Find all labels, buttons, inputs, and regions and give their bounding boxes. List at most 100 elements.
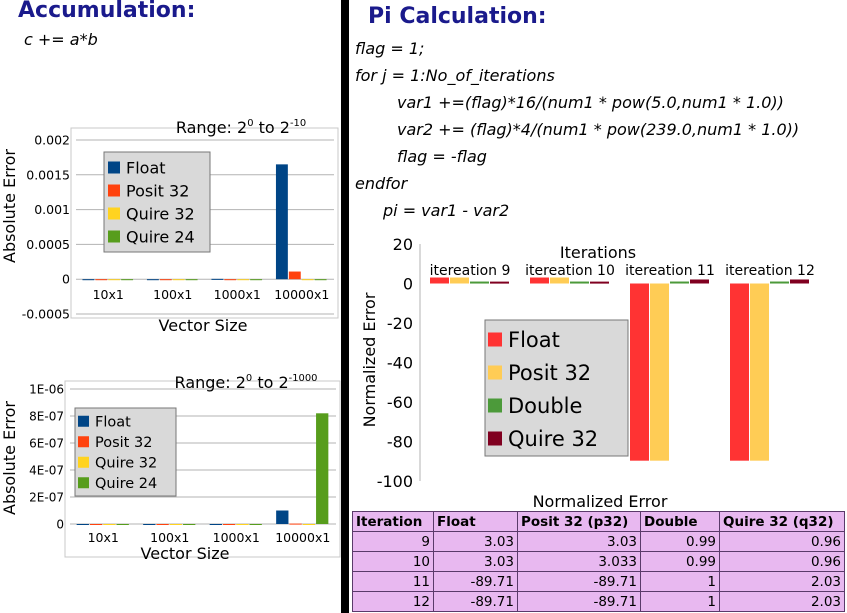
x-tick-label: 1000x1 xyxy=(214,287,261,302)
x-tick-label: itereation 10 xyxy=(525,263,615,279)
legend-swatch xyxy=(108,207,120,220)
plot-frame xyxy=(70,127,339,319)
y-tick-label: -40 xyxy=(387,353,413,372)
y-tick-label: 0 xyxy=(62,272,70,287)
bar xyxy=(316,413,329,524)
legend-swatch xyxy=(78,415,89,427)
bar xyxy=(289,523,302,525)
table-cell: 0.99 xyxy=(640,531,720,552)
legend-label: Quire 32 xyxy=(95,455,157,471)
y-tick-label: 0.0015 xyxy=(26,167,70,182)
table-header-row: Iteration Float Posit 32 (p32) Double Qu… xyxy=(352,511,845,532)
bar xyxy=(169,524,183,525)
legend-label: Float xyxy=(508,328,560,352)
table-cell: 3.03 xyxy=(517,531,641,552)
table-cell: 3.033 xyxy=(517,551,641,572)
bar xyxy=(650,283,669,461)
code-line: var1 +=(flag)*16/(num1 * pow(5.0,num1 * … xyxy=(397,93,784,112)
y-tick-label: 4E-07 xyxy=(29,463,64,477)
bar xyxy=(146,279,159,281)
accumulation-title: Accumulation: xyxy=(18,0,196,23)
x-axis-label: Vector Size xyxy=(141,544,230,563)
panel-divider xyxy=(341,0,349,613)
legend-label: Posit 32 xyxy=(126,181,189,200)
x-tick-label: itereation 12 xyxy=(725,263,815,279)
legend-box xyxy=(74,407,177,497)
legend-swatch xyxy=(488,398,502,413)
column-header: Posit 32 (p32) xyxy=(517,511,641,532)
bar xyxy=(276,510,289,524)
legend-label: Posit 32 xyxy=(508,361,591,385)
pi-title: Pi Calculation: xyxy=(368,4,547,29)
table-cell: 0.99 xyxy=(640,551,720,572)
legend-label: Double xyxy=(508,394,582,418)
legend-swatch xyxy=(108,230,120,243)
legend-label: Posit 32 xyxy=(95,435,152,451)
x-axis-label: Normalized Error xyxy=(533,492,668,511)
legend-swatch xyxy=(108,184,120,197)
table-cell: -89.71 xyxy=(433,591,518,612)
chart-title: Iterations xyxy=(560,243,636,262)
bar xyxy=(95,279,108,281)
legend-swatch xyxy=(108,161,120,174)
column-header: Quire 32 (q32) xyxy=(719,511,845,532)
y-tick-label: -0.0005 xyxy=(22,307,70,322)
chart-title: Range: 20 to 2-1000 xyxy=(175,373,318,392)
y-tick-label: 8E-07 xyxy=(29,409,64,423)
bar xyxy=(224,279,237,281)
x-tick-label: 1000x1 xyxy=(213,530,260,545)
bar xyxy=(116,524,129,525)
x-tick-label: 10000x1 xyxy=(275,530,330,545)
bar xyxy=(690,279,709,284)
legend-swatch xyxy=(488,431,502,446)
bar xyxy=(790,279,809,284)
bar xyxy=(156,524,169,525)
bar xyxy=(237,279,250,281)
y-tick-label: 0 xyxy=(56,517,64,531)
bar xyxy=(302,524,316,525)
bar xyxy=(430,277,449,284)
column-header: Float xyxy=(433,511,518,532)
y-tick-label: -60 xyxy=(387,393,413,412)
y-tick-label: -20 xyxy=(387,314,413,333)
bar xyxy=(108,279,121,281)
table-cell: -89.71 xyxy=(433,571,518,592)
pi-normalized-error-chart: -100 -80 -60 -40 -20 0 20 itereation 9 itereatio… xyxy=(360,235,815,511)
bar xyxy=(183,524,196,525)
y-tick-label: 1E-06 xyxy=(29,382,64,396)
table-cell: 12 xyxy=(352,591,434,612)
table-cell: 2.03 xyxy=(719,571,845,592)
code-line: endfor xyxy=(355,174,408,193)
pi-results-table: Iteration Float Posit 32 (p32) Double Qu… xyxy=(352,511,845,612)
bar xyxy=(82,279,95,281)
accumulation-chart-large-range: 0 2E-07 4E-07 6E-07 8E-07 1E-06 10x1 100x1 1000x… xyxy=(0,373,341,563)
bar xyxy=(630,283,649,461)
table-cell: 3.03 xyxy=(433,531,518,552)
bar xyxy=(143,524,156,525)
table-cell: 10 xyxy=(352,551,434,572)
code-line: flag = 1; xyxy=(355,39,425,58)
legend-swatch xyxy=(488,332,502,347)
bar xyxy=(730,283,749,461)
legend-label: Quire 24 xyxy=(126,227,195,246)
table-cell: 2.03 xyxy=(719,591,845,612)
table-cell: 1 xyxy=(640,591,720,612)
code-line: for j = 1:No_of_iterations xyxy=(355,66,555,85)
bar xyxy=(236,524,249,525)
legend-box xyxy=(484,319,629,457)
column-header: Double xyxy=(640,511,720,532)
bar xyxy=(103,524,116,525)
y-tick-label: 0.001 xyxy=(34,202,70,217)
bar xyxy=(450,277,469,284)
bar xyxy=(250,279,263,281)
bar xyxy=(750,283,769,461)
x-tick-label: 10x1 xyxy=(93,287,124,302)
y-tick-label: 0.0005 xyxy=(26,237,70,252)
x-tick-label: 100x1 xyxy=(150,530,189,545)
plot-frame xyxy=(64,380,341,558)
table-row: 9 3.03 3.03 0.99 0.96 xyxy=(352,531,845,552)
y-tick-label: 0.002 xyxy=(34,133,70,148)
bar xyxy=(172,279,185,281)
table-cell: 9 xyxy=(352,531,434,552)
code-line: pi = var1 - var2 xyxy=(383,201,510,220)
